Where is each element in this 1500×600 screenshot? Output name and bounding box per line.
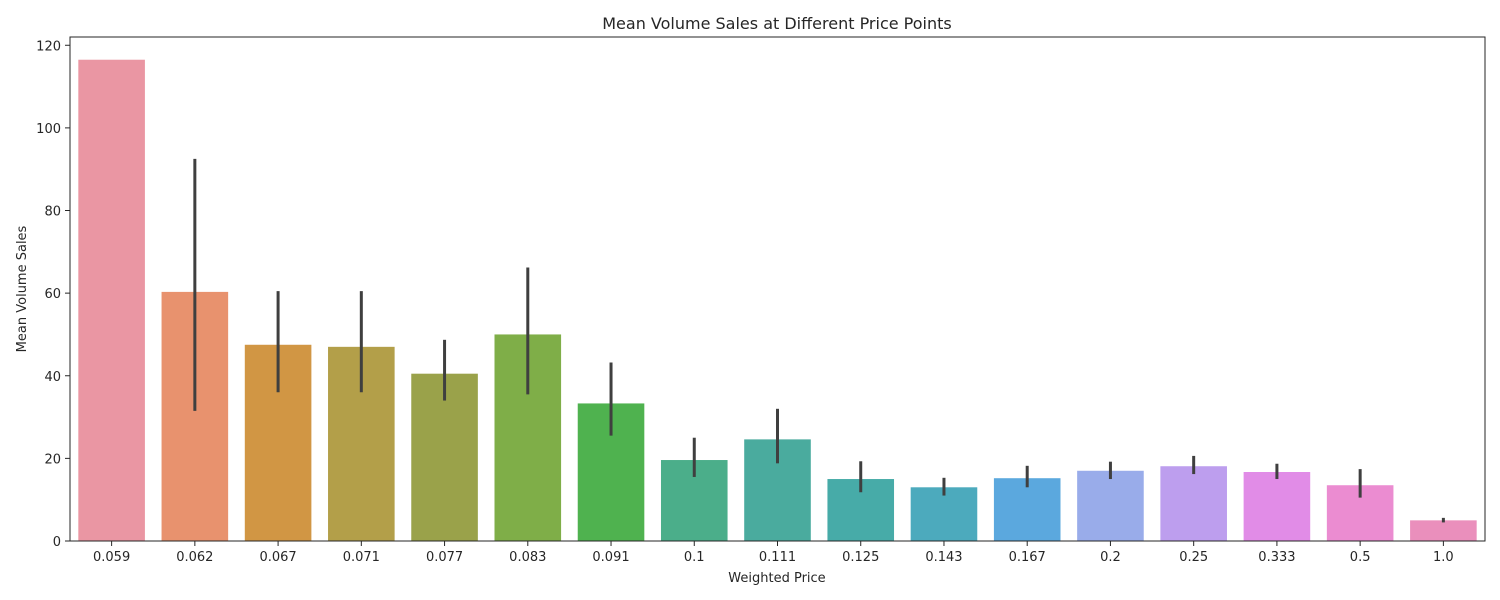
x-tick-label: 1.0	[1433, 550, 1454, 565]
x-tick-label: 0.1	[684, 550, 705, 565]
bars-group	[78, 59, 1477, 541]
x-tick-label: 0.077	[426, 550, 463, 565]
bar-0.333	[1243, 472, 1311, 541]
x-axis: 0.059 0.062 0.067 0.071 0.077 0.083 0.091 0.1 0.…	[93, 541, 1454, 565]
y-tick-label: 100	[36, 122, 61, 137]
bar-0.077	[411, 373, 478, 541]
x-tick-label: 0.111	[759, 550, 796, 565]
bar-0.25	[1160, 466, 1227, 541]
y-tick-label: 80	[44, 205, 61, 220]
x-tick-label: 0.125	[842, 550, 879, 565]
y-tick-label: 20	[44, 452, 61, 467]
chart-title: Mean Volume Sales at Different Price Poi…	[602, 14, 952, 33]
plot-frame	[69, 36, 1486, 542]
x-tick-label: 0.091	[592, 550, 629, 565]
bar-0.059	[78, 59, 145, 541]
x-tick-label: 0.25	[1179, 550, 1208, 565]
x-tick-label: 0.2	[1100, 550, 1121, 565]
x-tick-label: 0.067	[259, 550, 296, 565]
y-axis: 0 20 40 60 80 100 120	[36, 39, 70, 550]
x-tick-label: 0.083	[509, 550, 546, 565]
x-tick-label: 0.071	[343, 550, 380, 565]
y-axis-label: Mean Volume Sales	[15, 225, 30, 352]
bar-0.143	[910, 487, 978, 541]
y-tick-label: 120	[36, 39, 61, 54]
x-tick-label: 0.5	[1350, 550, 1371, 565]
x-tick-label: 0.333	[1258, 550, 1295, 565]
bar-0.2	[1077, 470, 1144, 541]
y-tick-label: 40	[44, 370, 61, 385]
x-tick-label: 0.167	[1009, 550, 1046, 565]
x-tick-label: 0.143	[925, 550, 962, 565]
bar-0.167	[993, 478, 1061, 541]
x-tick-label: 0.059	[93, 550, 130, 565]
x-tick-label: 0.062	[176, 550, 213, 565]
y-tick-label: 0	[53, 535, 61, 550]
bar-1.0	[1410, 520, 1477, 541]
error-bars-group	[193, 158, 1445, 523]
y-tick-label: 60	[44, 287, 61, 302]
x-axis-label: Weighted Price	[728, 571, 825, 586]
